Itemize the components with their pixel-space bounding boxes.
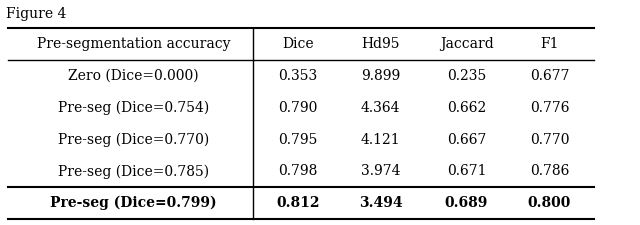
Text: 0.770: 0.770 [530, 133, 569, 146]
Text: 0.812: 0.812 [276, 196, 319, 210]
Text: Hd95: Hd95 [362, 37, 400, 51]
Text: 0.667: 0.667 [447, 133, 486, 146]
Text: 0.353: 0.353 [278, 69, 317, 83]
Text: 0.671: 0.671 [447, 164, 486, 178]
Text: Pre-seg (Dice=0.770): Pre-seg (Dice=0.770) [58, 132, 209, 147]
Text: Pre-seg (Dice=0.785): Pre-seg (Dice=0.785) [58, 164, 209, 179]
Text: 0.235: 0.235 [447, 69, 486, 83]
Text: 0.790: 0.790 [278, 101, 317, 115]
Text: Pre-seg (Dice=0.799): Pre-seg (Dice=0.799) [51, 196, 217, 210]
Text: 4.121: 4.121 [361, 133, 401, 146]
Text: 0.786: 0.786 [530, 164, 569, 178]
Text: 0.795: 0.795 [278, 133, 317, 146]
Text: 0.776: 0.776 [530, 101, 569, 115]
Text: 0.798: 0.798 [278, 164, 317, 178]
Text: F1: F1 [540, 37, 559, 51]
Text: Zero (Dice=0.000): Zero (Dice=0.000) [68, 69, 199, 83]
Text: 3.494: 3.494 [359, 196, 403, 210]
Text: Pre-segmentation accuracy: Pre-segmentation accuracy [37, 37, 230, 51]
Text: 0.677: 0.677 [530, 69, 569, 83]
Text: 4.364: 4.364 [361, 101, 400, 115]
Text: 3.974: 3.974 [361, 164, 400, 178]
Text: Figure 4: Figure 4 [6, 7, 67, 21]
Text: 0.800: 0.800 [528, 196, 571, 210]
Text: 0.689: 0.689 [445, 196, 488, 210]
Text: 9.899: 9.899 [361, 69, 400, 83]
Text: 0.662: 0.662 [447, 101, 486, 115]
Text: Dice: Dice [282, 37, 314, 51]
Text: Jaccard: Jaccard [440, 37, 493, 51]
Text: Pre-seg (Dice=0.754): Pre-seg (Dice=0.754) [58, 101, 209, 115]
